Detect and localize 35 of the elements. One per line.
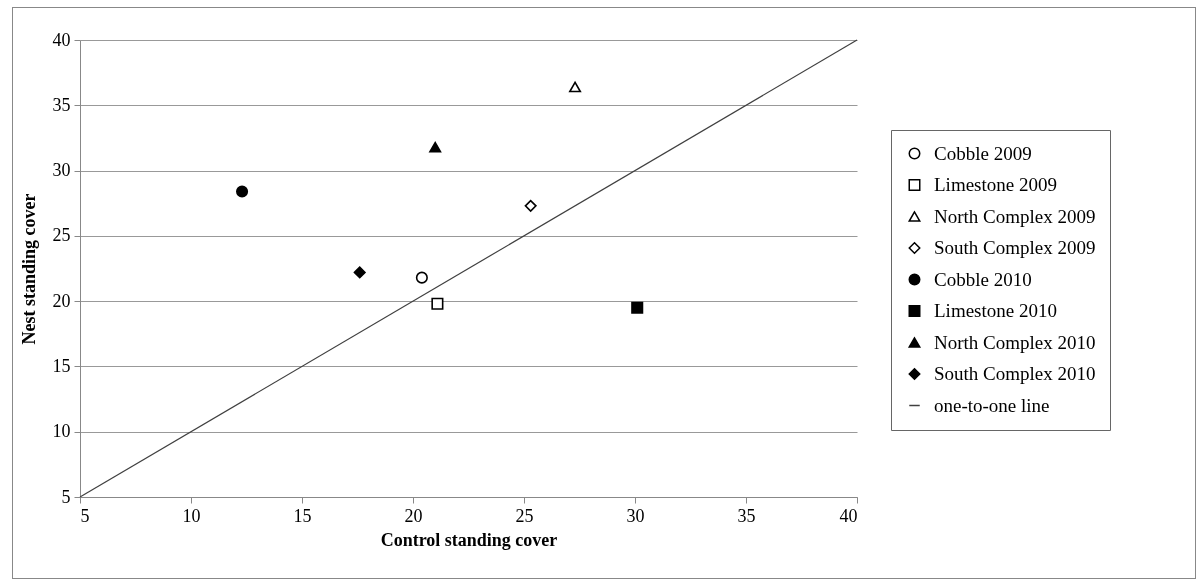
y-tick-label: 30: [52, 160, 71, 181]
y-tick-label: 15: [52, 355, 71, 376]
y-tick-label: 20: [52, 290, 71, 311]
x-tick-label: 5: [80, 505, 90, 526]
legend-label: Cobble 2009: [934, 142, 1032, 164]
legend-label: Limestone 2009: [934, 174, 1057, 195]
legend-label: North Complex 2009: [934, 205, 1096, 227]
legend-label: North Complex 2010: [934, 331, 1096, 353]
point: [524, 199, 537, 212]
y-tick-label: 5: [61, 486, 71, 507]
x-tick-label: 15: [293, 505, 312, 526]
point: [415, 271, 428, 284]
legend-label: Limestone 2010: [934, 300, 1057, 321]
point: [353, 266, 366, 279]
point: [236, 185, 249, 198]
y-tick-label: 10: [52, 421, 71, 442]
y-tick-label: 25: [52, 225, 71, 246]
point: [631, 301, 644, 314]
x-tick-label: 25: [515, 505, 534, 526]
legend-label: South Complex 2010: [934, 363, 1096, 384]
x-tick-label: 40: [839, 505, 858, 526]
x-tick-label: 20: [404, 505, 423, 526]
legend-label: South Complex 2009: [934, 237, 1096, 258]
y-axis-title: Nest standing cover: [18, 193, 39, 345]
point: [429, 141, 442, 153]
x-tick-label: 35: [737, 505, 756, 526]
y-tick-label: 35: [52, 94, 71, 115]
point: [431, 297, 444, 310]
point: [569, 81, 582, 93]
x-tick-label: 30: [626, 505, 645, 526]
x-axis-title: Control standing cover: [380, 529, 558, 550]
legend-label: one-to-one line: [934, 394, 1050, 416]
y-tick-label: 40: [52, 29, 71, 50]
legend-label: Cobble 2010: [934, 268, 1032, 290]
x-tick-label: 10: [182, 505, 201, 526]
